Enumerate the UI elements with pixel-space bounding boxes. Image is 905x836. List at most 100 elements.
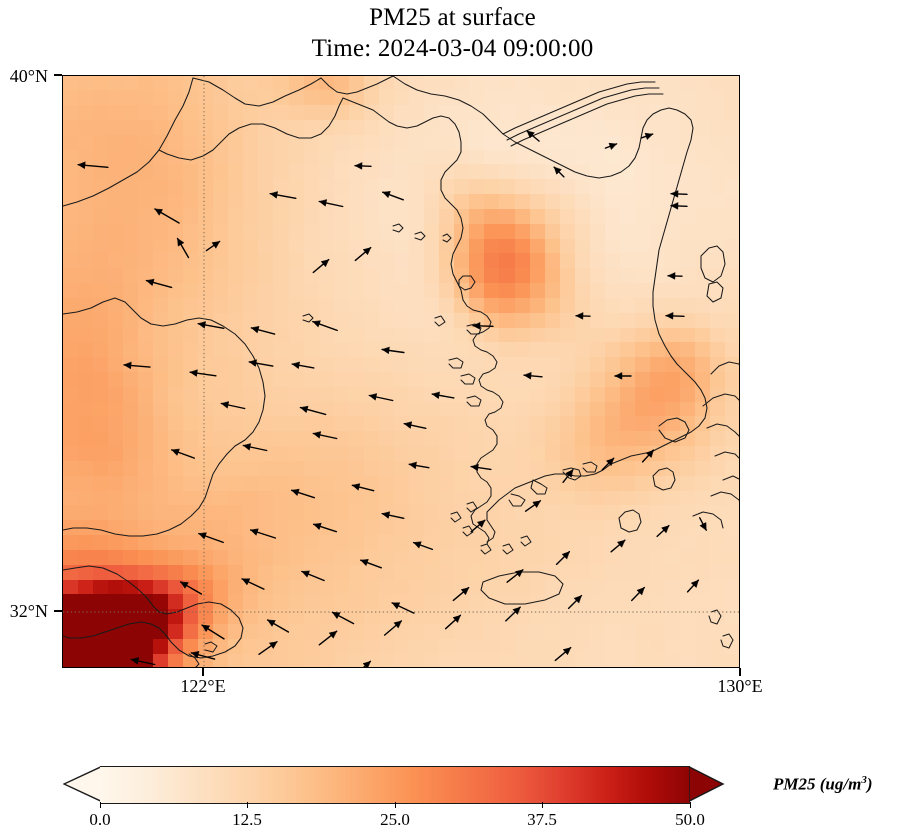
wind-arrow — [526, 130, 540, 142]
coastline-segment — [63, 77, 194, 207]
coastline-segment — [510, 93, 664, 147]
wind-arrow — [614, 372, 632, 380]
y-tick-label-32n: 32°N — [9, 601, 48, 621]
coastline-segment — [508, 493, 526, 507]
wind-arrow — [553, 166, 565, 178]
wind-arrow — [686, 579, 700, 593]
wind-arrow — [665, 312, 685, 320]
chart-subtitle: Time: 2024-03-04 09:00:00 — [311, 35, 594, 62]
coastline-segment — [320, 76, 394, 95]
colorbar-tick-12-5 — [247, 802, 249, 808]
coastline-segment — [466, 501, 478, 513]
colorbar-extend-max-arrow — [689, 766, 725, 802]
wind-arrow — [249, 528, 277, 539]
wind-arrow — [269, 191, 297, 200]
wind-arrow — [351, 483, 375, 492]
wind-arrow — [523, 372, 543, 380]
coastline-segment — [652, 467, 676, 491]
coastline-segment — [392, 223, 404, 233]
wind-arrow — [242, 443, 268, 452]
map-plot-area[interactable] — [62, 75, 740, 668]
wind-arrow — [524, 500, 542, 512]
wind-arrow — [299, 405, 327, 416]
wind-arrow — [250, 326, 276, 335]
wind-arrow — [154, 208, 180, 224]
wind-arrow — [360, 559, 382, 569]
wind-arrow — [452, 586, 470, 602]
map-overlay-layer — [63, 76, 739, 667]
wind-arrow — [258, 641, 278, 655]
coastline-segment — [502, 543, 514, 555]
coastline-segment — [658, 417, 690, 443]
chart-title: PM25 at surface — [369, 4, 536, 31]
wind-arrow — [145, 278, 173, 289]
coastline-segment — [466, 395, 482, 407]
y-tickmark-32n — [54, 610, 62, 612]
coastline-segment — [460, 373, 476, 385]
coastline-segment — [530, 479, 548, 495]
coastline-segment — [442, 233, 452, 243]
coastline-segment — [188, 653, 200, 667]
colorbar-ticklabel-25: 25.0 — [380, 810, 410, 829]
coastline-segment — [562, 467, 582, 481]
wind-arrow — [368, 393, 394, 402]
wind-arrow — [190, 651, 216, 660]
coastline-segment — [710, 361, 739, 375]
colorbar-tick-50 — [690, 802, 692, 808]
wind-arrow — [318, 630, 338, 646]
lat-lon-gridlines — [63, 76, 739, 667]
wind-arrow — [290, 488, 316, 499]
coastline-segment — [502, 81, 656, 135]
wind-arrow — [381, 511, 405, 519]
coastline-segment — [466, 323, 482, 335]
colorbar[interactable]: 0.0 12.5 25.0 37.5 50.0 — [63, 766, 725, 829]
wind-arrow — [472, 322, 494, 330]
wind-vector-arrows — [77, 130, 707, 667]
coastline-segment — [342, 97, 464, 301]
wind-arrow — [641, 449, 655, 463]
coastline-segment — [63, 565, 244, 659]
wind-arrow — [470, 519, 486, 533]
coastline-segment — [486, 447, 660, 543]
x-tick-label-130e: 130°E — [717, 676, 763, 696]
wind-arrow — [656, 524, 670, 538]
coastline-segment — [450, 511, 462, 523]
wind-arrow — [506, 569, 524, 583]
coastline-segment — [702, 393, 739, 407]
wind-arrow — [354, 162, 372, 170]
coastline-segment — [652, 127, 708, 449]
colorbar-gradient-body — [100, 766, 690, 804]
coastline-segment — [192, 77, 322, 107]
wind-arrow — [123, 361, 151, 370]
wind-arrow — [555, 550, 571, 566]
coastline-segment — [692, 511, 724, 529]
colorbar-ticklabel-0: 0.0 — [89, 810, 111, 829]
wind-arrow — [318, 199, 344, 208]
wind-arrow — [554, 646, 572, 662]
wind-arrow — [562, 469, 574, 483]
colorbar-label-text: PM25 (ug/m — [773, 774, 862, 794]
wind-arrow — [601, 457, 615, 471]
coastline-segment — [392, 76, 694, 179]
wind-arrow — [312, 258, 330, 274]
pm25-raster-layer — [63, 76, 739, 667]
coastline-segment — [63, 297, 266, 447]
coastline-segment — [462, 525, 474, 537]
wind-arrow — [301, 570, 325, 582]
chart-title-block: PM25 at surface Time: 2024-03-04 09:00:0… — [0, 2, 905, 64]
colorbar-ticklabel-12-5: 12.5 — [232, 810, 262, 829]
wind-arrow — [382, 191, 404, 201]
wind-arrow — [431, 391, 455, 400]
wind-arrow — [670, 202, 688, 210]
coastline-segment — [434, 315, 446, 327]
wind-arrow — [575, 312, 591, 320]
wind-arrow — [667, 272, 683, 280]
wind-arrow — [412, 541, 434, 551]
coastline-segment — [458, 275, 476, 291]
x-tickmark-122e — [202, 668, 204, 676]
wind-arrow — [381, 346, 405, 355]
wind-arrow — [567, 594, 583, 610]
wind-arrow — [444, 614, 462, 630]
coastline-segment — [480, 571, 564, 605]
